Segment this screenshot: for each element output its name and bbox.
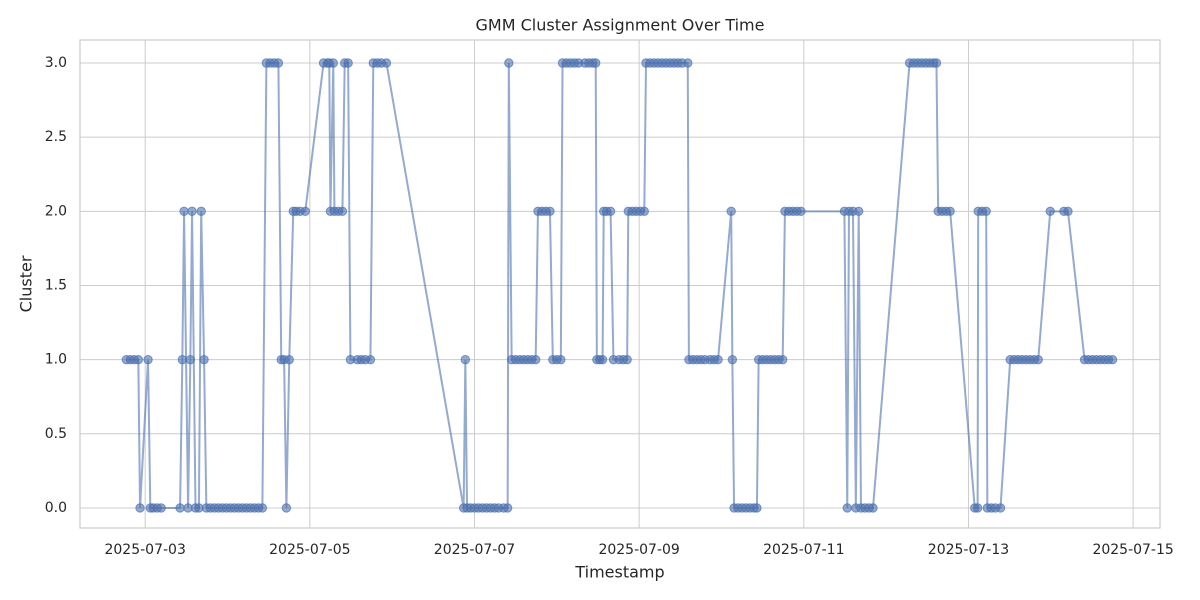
data-point <box>556 354 566 365</box>
x-axis-label: Timestamp <box>574 563 664 582</box>
data-point <box>591 58 601 68</box>
x-tick-label: 2025-07-07 <box>434 542 515 558</box>
x-tick-label: 2025-07-03 <box>104 542 185 558</box>
data-point <box>281 503 292 513</box>
data-point <box>853 206 864 217</box>
data-point <box>683 58 693 68</box>
data-point <box>187 206 197 217</box>
data-point <box>597 354 608 365</box>
data-point <box>381 58 392 68</box>
data-point <box>343 58 353 68</box>
data-point <box>143 354 153 365</box>
data-point <box>1063 206 1073 217</box>
y-tick-label: 0.0 <box>45 500 67 516</box>
data-point <box>273 58 284 68</box>
y-tick-label: 1.5 <box>45 277 67 293</box>
y-tick-label: 2.0 <box>45 203 67 219</box>
data-point <box>639 206 649 217</box>
data-point <box>502 503 513 513</box>
chart-title: GMM Cluster Assignment Over Time <box>476 16 765 35</box>
data-point <box>1033 354 1043 365</box>
data-point <box>179 206 189 217</box>
data-point <box>504 58 514 68</box>
data-point <box>1107 354 1118 365</box>
data-point <box>156 503 166 513</box>
data-point <box>300 206 310 217</box>
data-point <box>868 503 878 513</box>
data-point <box>981 206 991 217</box>
data-point <box>972 503 983 513</box>
data-point <box>177 354 188 365</box>
x-tick-label: 2025-07-05 <box>269 542 350 558</box>
x-tick-label: 2025-07-13 <box>928 542 1009 558</box>
y-tick-label: 1.0 <box>45 352 67 368</box>
data-point <box>622 354 632 365</box>
data-point <box>185 354 196 365</box>
data-point <box>727 354 738 365</box>
x-tick-label: 2025-07-15 <box>1092 542 1173 558</box>
data-point <box>199 354 209 365</box>
data-point <box>257 503 268 513</box>
data-point <box>460 354 471 365</box>
plot-frame <box>79 39 1161 529</box>
x-tick-label: 2025-07-11 <box>763 542 844 558</box>
y-tick-label: 2.5 <box>45 129 67 145</box>
data-point <box>284 354 294 365</box>
data-point <box>530 354 541 365</box>
y-tick-label: 3.0 <box>45 55 67 71</box>
y-axis-label: Cluster <box>17 255 36 312</box>
data-point <box>752 503 762 513</box>
data-point <box>605 206 616 217</box>
data-point <box>196 206 206 217</box>
data-point <box>365 354 376 365</box>
data-point <box>328 58 338 68</box>
data-point <box>175 503 185 513</box>
data-point <box>545 206 555 217</box>
data-point <box>777 354 788 365</box>
data-point <box>135 503 145 513</box>
data-point <box>995 503 1006 513</box>
data-point <box>842 503 852 513</box>
data-point <box>726 206 736 217</box>
data-point <box>796 206 806 217</box>
data-point <box>1045 206 1055 217</box>
data-point <box>337 206 348 217</box>
y-tick-label: 0.5 <box>45 426 67 442</box>
data-point <box>133 354 144 365</box>
data-point <box>945 206 955 217</box>
data-point <box>713 354 723 365</box>
data-point <box>931 58 942 68</box>
x-tick-label: 2025-07-09 <box>598 542 679 558</box>
